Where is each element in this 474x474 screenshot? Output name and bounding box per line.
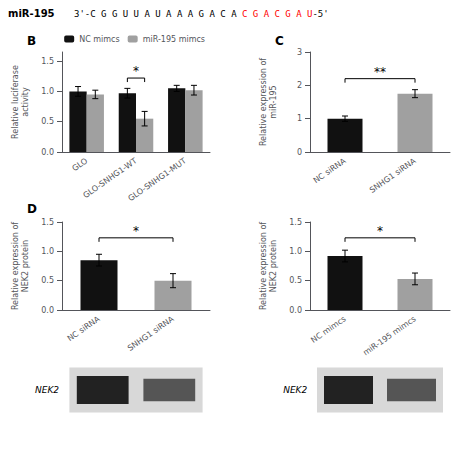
svg-text:NEK2: NEK2 [283, 385, 307, 395]
svg-text:*: * [133, 64, 139, 78]
svg-text:miR-195: miR-195 [269, 85, 278, 118]
svg-text:D: D [27, 202, 37, 216]
svg-text:C: C [275, 34, 284, 48]
svg-text:Relative expression of: Relative expression of [259, 222, 268, 310]
svg-text:Relative expression of: Relative expression of [11, 222, 20, 310]
svg-text:C G A C G A U: C G A C G A U [242, 9, 312, 19]
svg-text:NC mimcs: NC mimcs [309, 314, 347, 345]
svg-text:miR-195: miR-195 [8, 8, 55, 19]
svg-text:SNHG1 siRNA: SNHG1 siRNA [126, 314, 176, 353]
svg-text:*: * [377, 224, 383, 238]
svg-text:miR-195 mimcs: miR-195 mimcs [361, 314, 417, 357]
svg-text:GLO-SNHG1-WT: GLO-SNHG1-WT [81, 156, 139, 201]
svg-text:0.0: 0.0 [41, 148, 54, 157]
svg-text:GLO-SNHG1-MUT: GLO-SNHG1-MUT [127, 156, 188, 203]
svg-text:NC siRNA: NC siRNA [66, 314, 102, 343]
svg-text:activity: activity [21, 87, 30, 117]
svg-text:Relative expression of: Relative expression of [259, 58, 268, 146]
svg-text:0.0: 0.0 [41, 306, 54, 315]
svg-text:1.5: 1.5 [41, 57, 54, 66]
svg-text:NC siRNA: NC siRNA [312, 156, 348, 185]
svg-text:0.0: 0.0 [289, 306, 302, 315]
svg-text:NEK2 protein: NEK2 protein [21, 240, 30, 292]
svg-text:**: ** [374, 65, 386, 79]
svg-text:1.5: 1.5 [289, 218, 302, 227]
svg-text:NC mimcs: NC mimcs [79, 35, 120, 44]
svg-text:Relative luciferase: Relative luciferase [11, 65, 20, 139]
svg-text:0.5: 0.5 [41, 117, 54, 126]
svg-text:*: * [133, 224, 139, 238]
svg-text:NEK2 protein: NEK2 protein [269, 240, 278, 292]
svg-text:0.5: 0.5 [289, 276, 302, 285]
svg-text:0: 0 [297, 148, 302, 157]
svg-text:2: 2 [297, 81, 302, 90]
svg-text:miR-195 mimcs: miR-195 mimcs [143, 35, 205, 44]
svg-text:B: B [27, 34, 36, 48]
svg-text:3'-C G G U U A U A A A G A C A: 3'-C G G U U A U A A A G A C A [74, 9, 242, 19]
svg-text:-5': -5' [312, 9, 328, 19]
svg-text:1.0: 1.0 [289, 247, 302, 256]
svg-text:3: 3 [297, 48, 302, 57]
svg-text:1.5: 1.5 [41, 218, 54, 227]
svg-text:1.0: 1.0 [41, 247, 54, 256]
svg-text:1: 1 [297, 114, 302, 123]
svg-text:GLO: GLO [70, 156, 89, 173]
svg-text:SNHG1 siRNA: SNHG1 siRNA [368, 156, 418, 195]
svg-text:NEK2: NEK2 [35, 385, 59, 395]
svg-text:1.0: 1.0 [41, 87, 54, 96]
svg-text:0.5: 0.5 [41, 276, 54, 285]
